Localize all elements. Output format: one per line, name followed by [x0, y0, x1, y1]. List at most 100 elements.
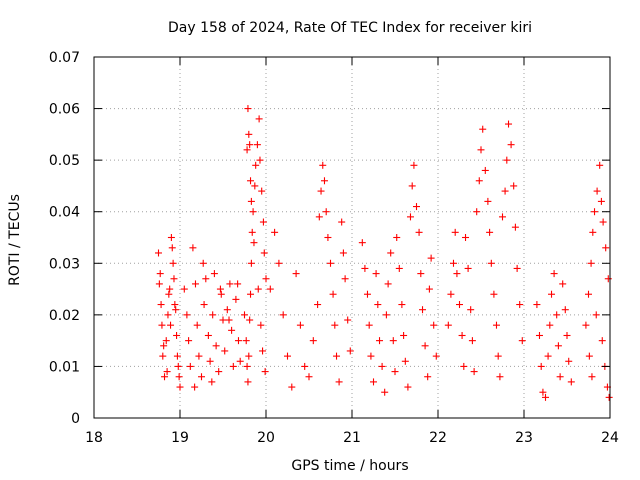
data-point	[215, 368, 223, 376]
data-point	[247, 177, 255, 185]
data-point	[296, 321, 304, 329]
data-point	[585, 352, 593, 360]
data-point	[259, 218, 267, 226]
data-point	[424, 373, 432, 381]
axis-ticks-layer	[93, 56, 611, 419]
data-point	[363, 290, 371, 298]
data-point	[556, 373, 564, 381]
data-point	[381, 388, 389, 396]
y-tick-label: 0.07	[49, 50, 80, 66]
data-point	[406, 213, 414, 221]
data-point	[499, 213, 506, 221]
data-point	[400, 331, 408, 339]
data-point	[155, 280, 163, 288]
data-point	[319, 161, 327, 169]
data-point	[582, 321, 590, 329]
data-point	[193, 321, 201, 329]
data-point	[460, 362, 468, 370]
data-point	[598, 337, 606, 345]
y-tick-label: 0.06	[49, 102, 80, 118]
y-tick-label: 0	[71, 411, 80, 427]
data-point	[271, 228, 279, 236]
data-point	[387, 249, 395, 257]
data-point	[320, 177, 328, 185]
data-point	[410, 161, 418, 169]
data-point	[404, 383, 412, 391]
data-point	[163, 368, 171, 376]
data-point	[168, 244, 176, 252]
data-point	[246, 316, 254, 324]
data-point	[242, 337, 250, 345]
y-tick-label: 0.05	[49, 153, 80, 169]
data-point	[232, 295, 240, 303]
data-point	[258, 187, 266, 195]
data-point	[246, 141, 254, 149]
data-point	[565, 357, 573, 365]
data-point	[458, 331, 466, 339]
data-point	[167, 321, 175, 329]
data-point	[301, 362, 309, 370]
data-point	[464, 264, 472, 272]
data-point	[344, 316, 352, 324]
data-point	[378, 362, 386, 370]
data-point	[202, 275, 210, 283]
data-point	[597, 197, 605, 205]
data-point	[539, 388, 547, 396]
data-point	[341, 275, 349, 283]
data-point	[542, 393, 549, 401]
data-point	[195, 352, 203, 360]
data-point	[421, 342, 429, 350]
data-point	[382, 311, 390, 319]
data-point	[408, 182, 416, 190]
data-point	[553, 311, 561, 319]
data-point	[180, 285, 188, 293]
data-point	[191, 280, 199, 288]
data-point	[223, 306, 231, 314]
data-point	[249, 208, 257, 216]
data-point	[503, 156, 511, 164]
x-tick-label: 21	[343, 430, 361, 446]
data-point	[510, 182, 518, 190]
x-axis-label: GPS time / hours	[291, 458, 408, 474]
data-point	[453, 270, 461, 278]
data-point	[604, 275, 612, 283]
data-point	[550, 270, 558, 278]
data-point	[389, 337, 397, 345]
x-tick-label: 23	[515, 430, 533, 446]
y-tick-label: 0.02	[49, 308, 80, 324]
data-point	[324, 234, 332, 241]
data-point	[162, 337, 170, 345]
data-point	[370, 378, 377, 386]
y-tick-label: 0.01	[49, 359, 80, 375]
data-point	[216, 285, 224, 293]
data-point	[164, 311, 172, 319]
data-point	[198, 373, 205, 381]
x-tick-label: 19	[171, 430, 189, 446]
data-point	[346, 347, 354, 355]
data-point	[559, 280, 567, 288]
data-point	[599, 218, 607, 226]
data-point	[169, 259, 177, 267]
data-point	[173, 352, 181, 360]
chart-title: Day 158 of 2024, Rate Of TEC Index for r…	[168, 20, 532, 36]
data-point	[254, 285, 262, 293]
data-point	[234, 280, 242, 288]
data-point	[243, 146, 251, 154]
grid-layer	[94, 57, 610, 418]
data-point	[477, 146, 485, 154]
data-point	[225, 316, 233, 324]
y-axis-label: ROTI / TECUs	[7, 194, 23, 286]
data-points-layer	[155, 105, 613, 401]
data-point	[602, 244, 610, 252]
data-point	[159, 352, 167, 360]
data-point	[166, 285, 174, 293]
data-point	[247, 290, 255, 298]
data-point	[208, 378, 216, 386]
data-point	[221, 347, 229, 355]
data-point	[217, 290, 225, 298]
data-point	[317, 187, 325, 195]
data-point	[533, 301, 541, 309]
data-point	[156, 270, 164, 278]
data-point	[171, 301, 179, 309]
data-point	[490, 290, 498, 298]
